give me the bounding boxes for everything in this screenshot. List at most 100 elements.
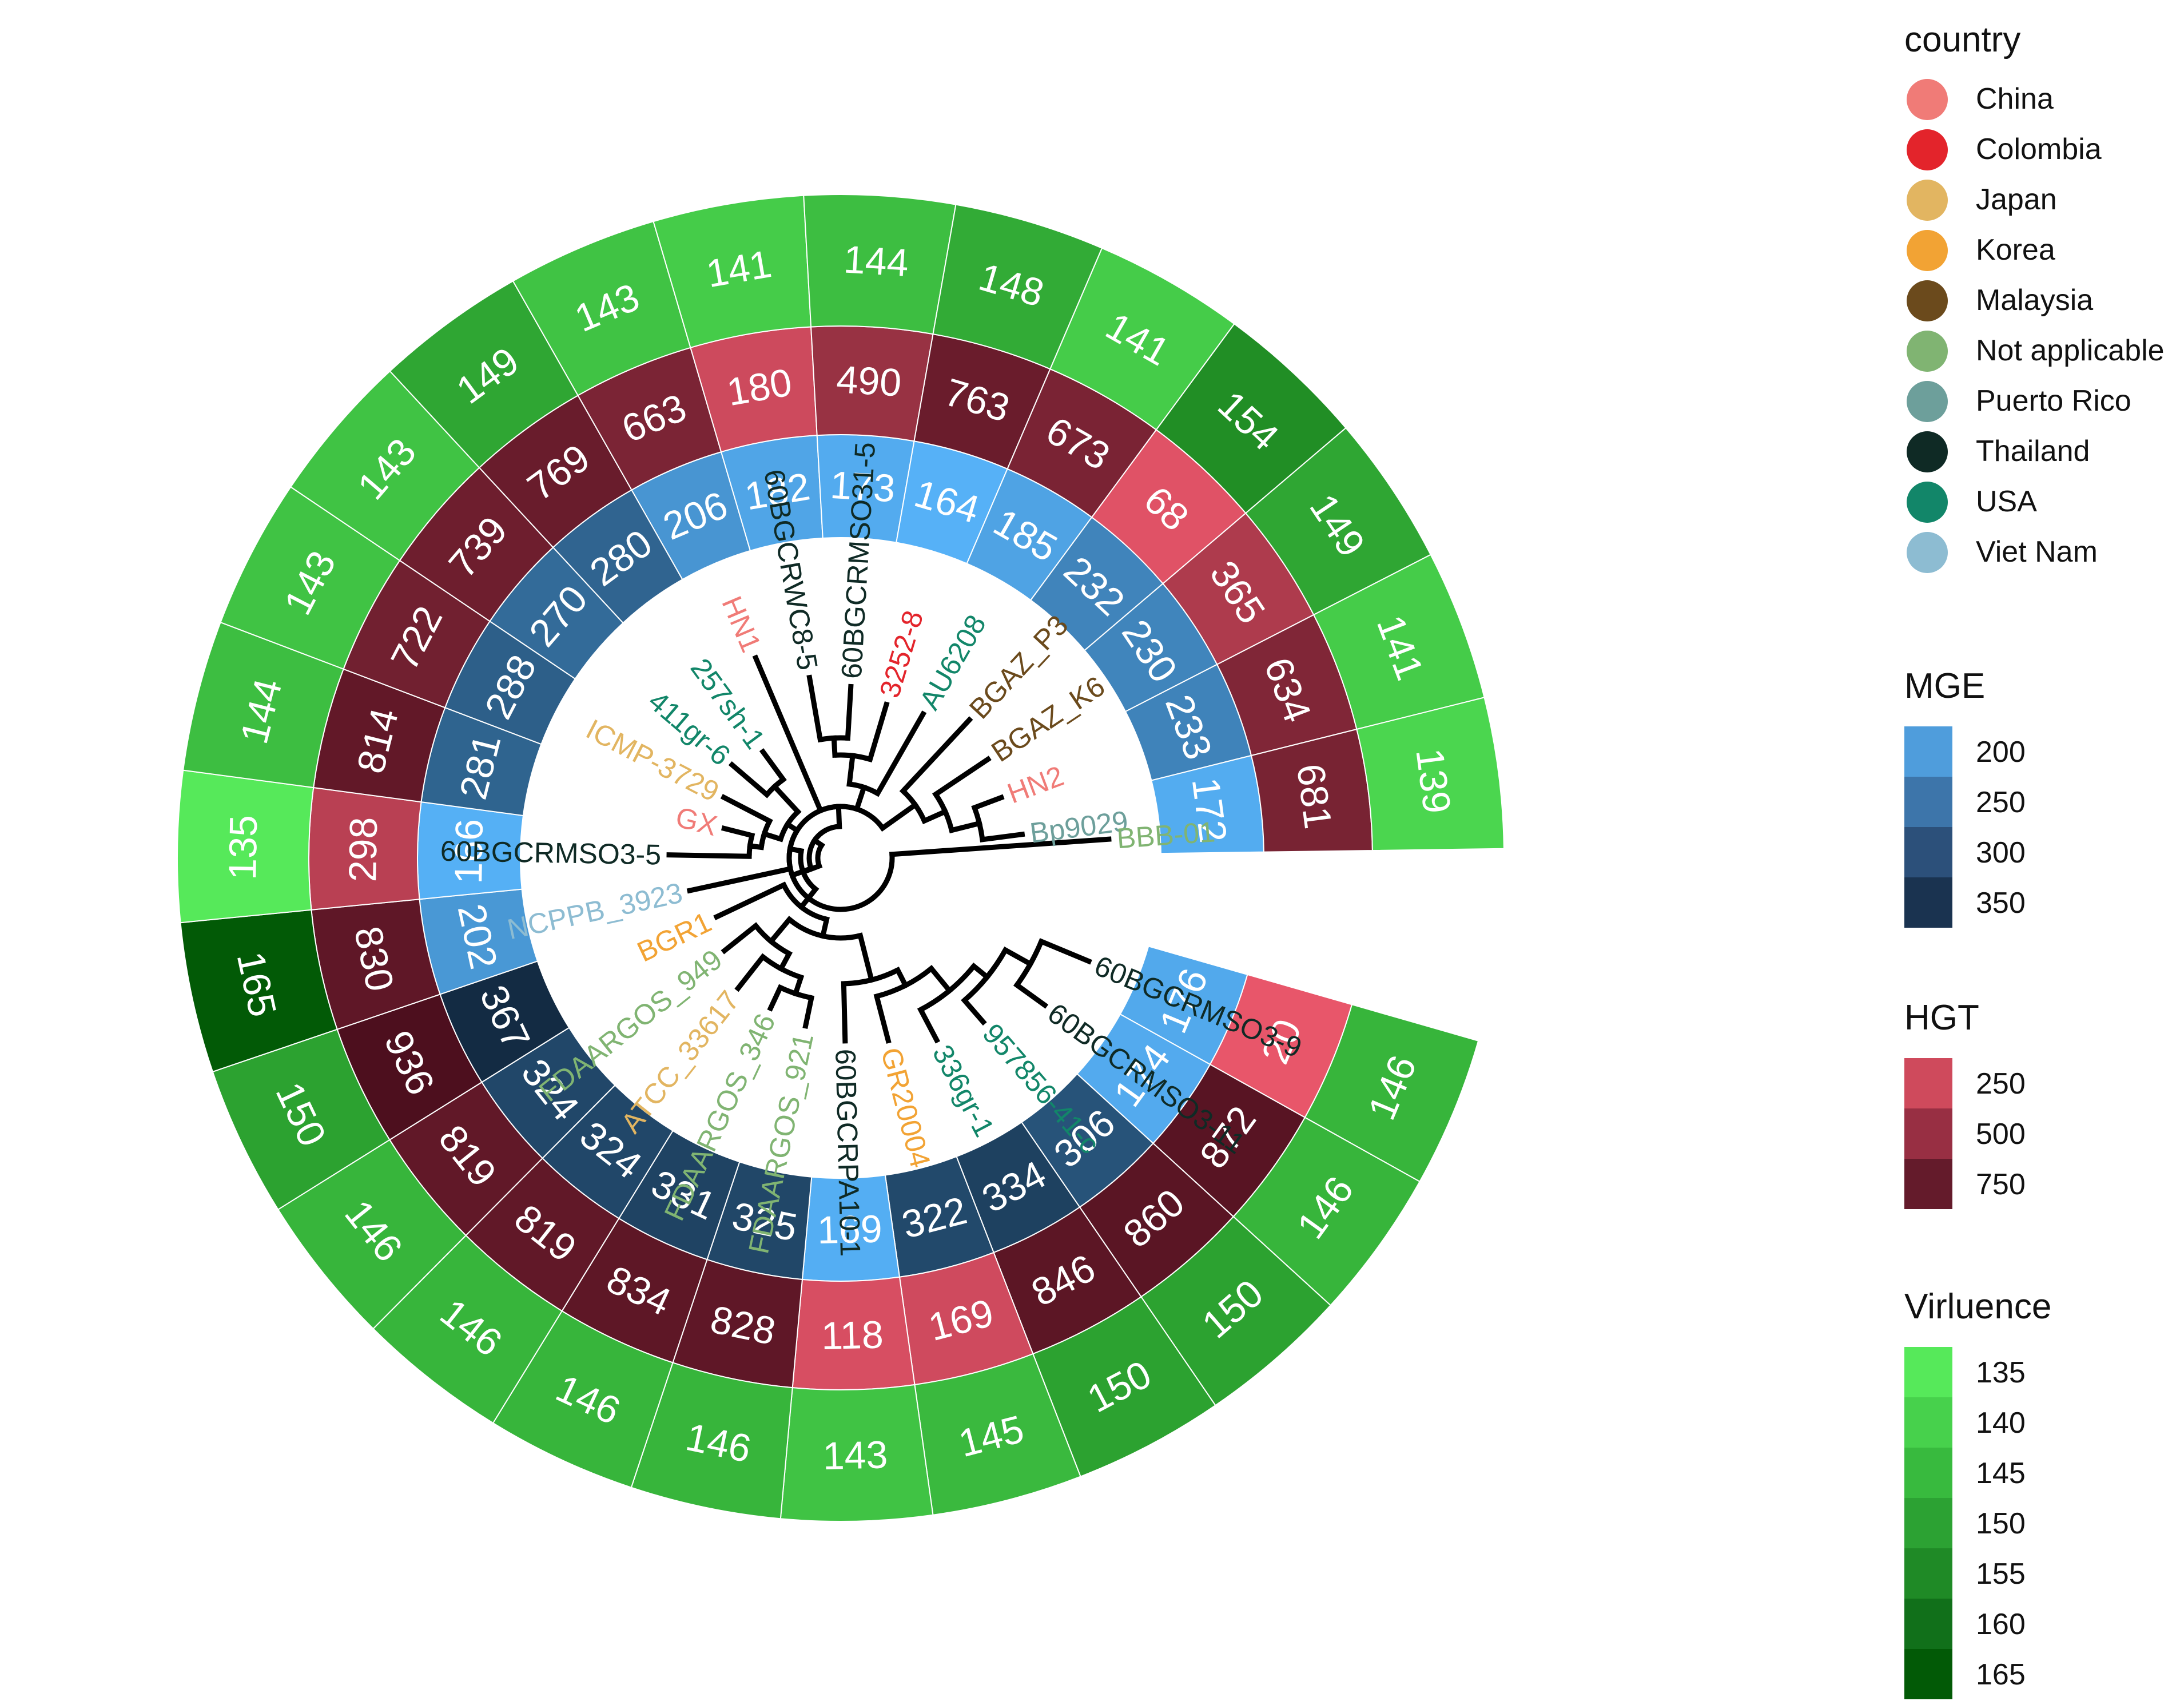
legend-title-mge: MGE [1904,666,1985,706]
tree-branch [857,932,875,983]
mge-legend-swatch [1904,777,1952,827]
mge-legend-swatch [1904,827,1952,877]
mge-value-label: 166 [447,818,491,884]
tree-branch [841,981,848,1044]
mge-legend-swatch [1904,877,1952,928]
mge-legend-label: 350 [1976,887,2026,920]
tree-branch [846,753,856,787]
tree-branch [761,830,784,842]
mge-legend-label: 250 [1976,786,2026,819]
virluence-value-label: 139 [1407,746,1459,816]
legends: country China Colombia Japan Korea Malaysia No… [1904,20,2165,1699]
country-legend-label: Colombia [1976,133,2102,166]
country-legend-swatch [1907,129,1948,170]
tree-branch [979,831,1025,842]
virluence-cell [1356,697,1505,852]
hgt-legend-label: 250 [1976,1067,2026,1100]
country-legend-label: Malaysia [1976,284,2093,317]
tree-branch [686,865,794,894]
tree-branch [728,761,771,798]
country-legend-label: Viet Nam [1976,535,2098,569]
legend-title-virluence: Virluence [1904,1287,2051,1326]
hgt-legend-swatch [1904,1058,1952,1108]
tip-label: 336gr-1 [926,1040,1001,1142]
phylogenetic-tree [666,654,1112,1044]
tree-branch [889,836,1112,857]
country-legend-swatch [1907,381,1948,422]
virluence-legend-swatch [1904,1397,1952,1448]
virluence-value-label: 144 [842,238,910,285]
country-legend-swatch [1907,331,1948,372]
hgt-value-label: 490 [836,357,903,405]
tree-branch [734,953,767,992]
country-legend-label: USA [1976,485,2037,518]
hgt-value-label: 681 [1288,761,1340,831]
tree-branch [894,967,909,989]
hgt-value-label: 118 [821,1313,884,1358]
country-legend-swatch [1907,180,1948,221]
tree-branch [752,654,824,814]
mge-legend-label: 200 [1976,736,2026,769]
tree-branch [873,993,892,1044]
country-legend-swatch [1907,532,1948,573]
hgt-legend-swatch [1904,1108,1952,1159]
tree-branch [899,716,973,795]
hgt-value-label: 298 [341,817,385,883]
tree-branch [879,801,919,832]
tip-label: Bp9029 [1028,805,1130,849]
country-legend-label: Thailand [1976,435,2090,468]
tree-branch [666,852,752,859]
tip-label: 60BGCRPA10-1 [829,1048,866,1257]
tip-label: GX [673,801,721,842]
tree-branch [771,782,802,816]
tree-branch [853,784,868,813]
country-legend-label: Puerto Rico [1976,384,2131,418]
tree-branch [932,756,992,798]
legend-title-hgt: HGT [1904,998,1979,1038]
hgt-legend-label: 750 [1976,1168,2026,1201]
country-legend-label: Japan [1976,183,2057,216]
mge-value-label: 173 [829,463,897,511]
country-legend-label: Not applicable [1976,334,2165,367]
tip-label: BBB-01 [1116,816,1216,855]
tree-branch [767,984,784,1012]
mge-value-label: 169 [817,1207,882,1252]
country-legend-swatch [1907,482,1948,523]
country-legend-swatch [1907,431,1948,472]
country-legend-swatch [1907,79,1948,120]
virluence-legend-swatch [1904,1548,1952,1599]
tree-branch [799,863,823,876]
tree-branch [836,804,842,829]
country-legend-label: Korea [1976,233,2055,267]
mge-legend-swatch [1904,726,1952,777]
tree-branch [767,916,793,945]
virluence-legend-label: 135 [1976,1356,2026,1389]
tree-branch [917,1006,940,1044]
tip-label: 60BGCRMSO3-5 [440,835,661,871]
tree-branch [921,808,949,825]
virluence-legend-label: 165 [1976,1658,2026,1691]
virluence-legend-label: 160 [1976,1608,2026,1641]
tip-label: GR20004 [875,1044,937,1171]
legend-title-country: country [1904,20,2020,59]
tree-branch [806,674,824,743]
tree-branch [759,748,787,784]
hgt-legend-label: 500 [1976,1118,2026,1151]
tree-branch [845,683,854,741]
tree-branch [802,995,815,1029]
virluence-legend-swatch [1904,1448,1952,1498]
tree-branch [971,794,1005,811]
tree-branch [970,962,991,981]
tree-branch [720,794,773,825]
virluence-legend-label: 150 [1976,1507,2026,1540]
country-legend-swatch [1907,280,1948,321]
virluence-legend-label: 145 [1976,1457,2026,1490]
tree-branch [1001,946,1034,968]
tree-branch [1037,938,1092,965]
tree-branch [961,996,987,1026]
tree-arc [815,844,824,867]
tree-branch [792,974,805,997]
tree-branch [721,922,759,955]
tree-branch [713,881,787,920]
